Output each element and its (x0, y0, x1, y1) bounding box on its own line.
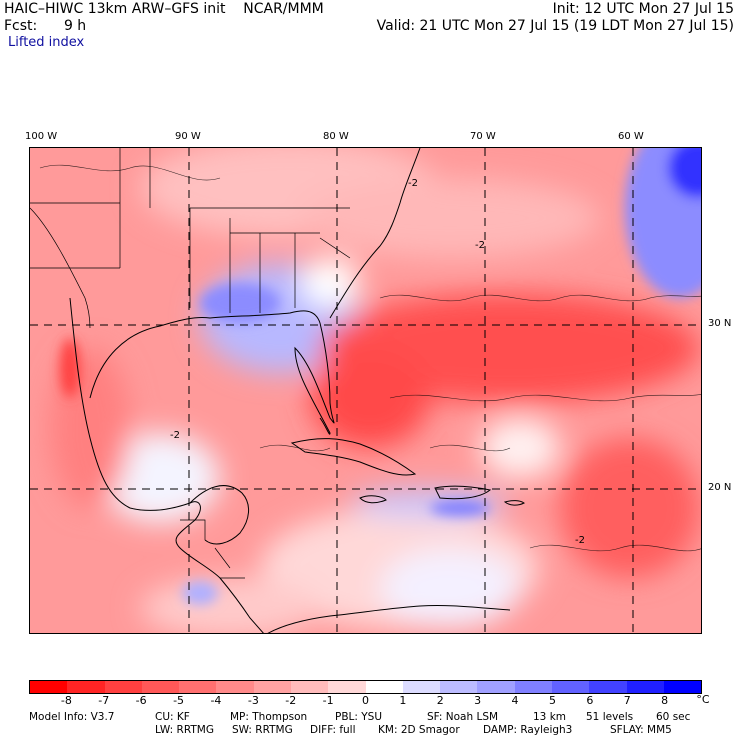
colorbar-tick-label: 6 (586, 694, 594, 707)
vertical-levels: 51 levels (586, 711, 634, 723)
time-step: 60 sec (656, 711, 691, 723)
diffusion: DIFF: full (310, 724, 356, 736)
east-coastline (329, 148, 421, 319)
colorbar-cell (663, 681, 702, 693)
colorbar-cell (290, 681, 329, 693)
colorbar-tick-label: -6 (135, 694, 147, 707)
contour-label-atlantic: -2 (475, 240, 485, 251)
lat-label-20n: 20 N (708, 482, 732, 493)
colorbar-cell (30, 681, 68, 693)
colorbar-cell (514, 681, 552, 693)
colorbar-tick-label: -5 (173, 694, 185, 707)
km-option: KM: 2D Smagor (378, 724, 460, 736)
country-border-mexico (30, 207, 91, 329)
colorbar-cell (253, 681, 291, 693)
pbl-scheme: PBL: YSU (335, 711, 383, 723)
colorbar-cell (216, 681, 254, 693)
colorbar-cell (440, 681, 478, 693)
colorbar-tick-label: 3 (474, 694, 482, 707)
colorbar-cell (104, 681, 142, 693)
map-panel: -2 -2 -2 -2 (29, 147, 702, 634)
field-blob-moderate-east (560, 438, 700, 578)
shortwave-scheme: SW: RRTMG (232, 724, 293, 736)
contour-line-north (39, 164, 221, 181)
contour-line-south (529, 544, 701, 552)
colorbar-cell (589, 681, 627, 693)
yucatan-coastline (189, 485, 249, 545)
field-blob-light-atlantic (300, 178, 600, 258)
jamaica-outline (359, 495, 387, 504)
field-blob-white-atlantic (480, 418, 560, 478)
lon-label-80w: 80 W (323, 131, 349, 142)
colorbar-tick-label: -1 (322, 694, 334, 707)
gulf-coastline (89, 310, 335, 435)
colorbar-tick-label: -3 (247, 694, 259, 707)
colorbar-tick-label: 7 (623, 694, 631, 707)
field-blob-white-gulf (100, 433, 220, 523)
state-borders (30, 148, 351, 313)
lifted-index-map: -2 -2 -2 -2 (30, 148, 701, 633)
cuba-outline (290, 438, 417, 476)
microphysics-scheme: MP: Thompson (230, 711, 308, 723)
colorbar-tick-label: 8 (661, 694, 669, 707)
plot-title: HAIC–HIWC 13km ARW–GFS init NCAR/MMM (4, 1, 324, 17)
field-blob-deep-blue-northeast (668, 148, 701, 198)
field-blob-blue-gulf-coast (200, 283, 280, 323)
colorbar-tick-label: 0 (362, 694, 369, 707)
colorbar-cell (365, 681, 403, 693)
hispaniola-outline (434, 485, 492, 500)
cumulus-scheme: CU: KF (155, 711, 190, 723)
contour-label-gulf: -2 (170, 430, 180, 441)
colorbar-cell (626, 681, 664, 693)
colorbar (29, 680, 702, 694)
colorbar-cell (477, 681, 515, 693)
colorbar-cell (551, 681, 590, 693)
central-america-borders (180, 519, 245, 579)
south-america-coastline (267, 604, 511, 633)
lon-label-70w: 70 W (470, 131, 496, 142)
contour-label-caribbean: -2 (575, 535, 585, 546)
colorbar-cell (67, 681, 105, 693)
lon-label-90w: 90 W (175, 131, 201, 142)
puerto-rico-outline (503, 500, 525, 506)
colorbar-tick-label: 4 (511, 694, 519, 707)
colorbar-tick-label: -4 (210, 694, 222, 707)
valid-time: Valid: 21 UTC Mon 27 Jul 15 (19 LDT Mon … (376, 18, 734, 34)
lat-label-30n: 30 N (708, 318, 732, 329)
colorbar-tick-label: -2 (285, 694, 297, 707)
field-blob-white-southeast (300, 258, 360, 308)
field-blob-strong-mexico (60, 338, 80, 398)
model-info: Model Info: V3.7 (29, 711, 115, 723)
colorbar-units: °C (696, 693, 710, 706)
field-blob-white-caribbean (380, 548, 520, 628)
contour-label-east-coast: -2 (408, 178, 418, 189)
contour-line-subtropical (379, 294, 701, 302)
colorbar-cell (328, 681, 366, 693)
colorbar-cell (402, 681, 441, 693)
lon-label-100w: 100 W (25, 131, 58, 142)
colorbar-cell (141, 681, 180, 693)
surface-layer: SFLAY: MM5 (610, 724, 672, 736)
lon-label-60w: 60 W (618, 131, 644, 142)
surface-scheme: SF: Noah LSM (427, 711, 499, 723)
longwave-scheme: LW: RRTMG (155, 724, 214, 736)
colorbar-tick-label: 5 (548, 694, 556, 707)
contour-line-caribbean (259, 444, 511, 452)
colorbar-cell (179, 681, 217, 693)
colorbar-tick-label: -8 (60, 694, 72, 707)
damping: DAMP: Rayleigh3 (483, 724, 573, 736)
forecast-hour: Fcst: 9 h (4, 18, 87, 34)
field-blob-blue-central-america (182, 581, 218, 605)
contour-line-atlantic (389, 394, 701, 402)
field-blob-blue-hispaniola (430, 500, 490, 516)
init-time: Init: 12 UTC Mon 27 Jul 15 (552, 1, 734, 17)
colorbar-tick-label: -7 (98, 694, 110, 707)
field-blob-strong-florida (310, 348, 430, 448)
field-name: Lifted index (8, 35, 85, 50)
mexico-coastline (69, 297, 264, 633)
colorbar-tick-label: 1 (399, 694, 407, 707)
resolution: 13 km (533, 711, 567, 723)
colorbar-tick-label: 2 (436, 694, 444, 707)
